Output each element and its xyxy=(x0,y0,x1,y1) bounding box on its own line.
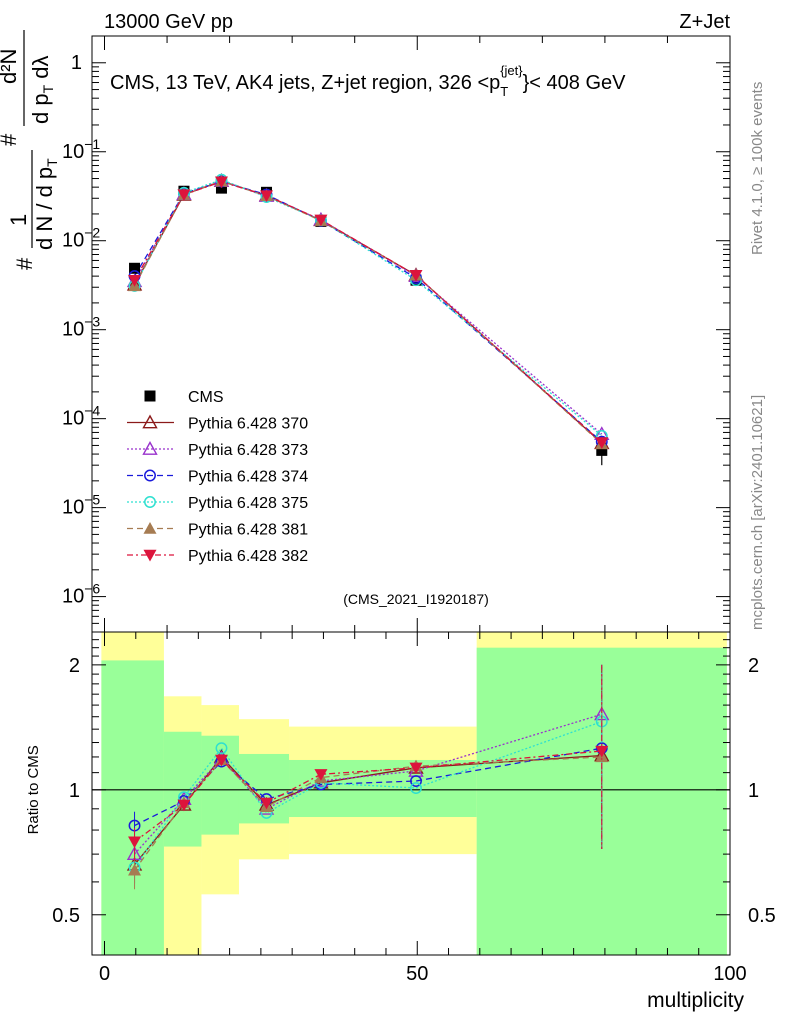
mcplots-label: mcplots.cern.ch [arXiv:2401.10621] xyxy=(749,395,766,630)
ratio-y-tick-label-right: 2 xyxy=(748,655,759,677)
legend-marker-3 xyxy=(144,496,156,508)
y-tick-label: 10−6 xyxy=(62,581,100,608)
title-superscript: {jet} xyxy=(500,63,523,78)
y-label-denominator: d N / d pT xyxy=(32,158,60,250)
x-tick-label: 100 xyxy=(713,963,746,985)
main-plot: 10−6 10−5 10−4 10−3 10−2 10−1 1 CMS, 13 TeV, AK… xyxy=(0,30,731,633)
y-tick-label: 10−1 xyxy=(62,136,100,163)
y-tick-exponent: −5 xyxy=(84,492,100,508)
uncertainty-band-inner xyxy=(238,753,290,824)
legend-label-4: Pythia 6.428 381 xyxy=(188,522,308,539)
ratio-y-tick-label: 0.5 xyxy=(52,905,80,927)
legend-marker-data xyxy=(144,390,156,402)
legend-marker-4 xyxy=(143,522,157,534)
y-tick-label: 1 xyxy=(71,52,82,74)
ratio-marker-3 xyxy=(215,742,228,755)
y-tick-label: 10−5 xyxy=(62,492,100,519)
series-marker-5 xyxy=(595,437,609,449)
ratio-marker-4 xyxy=(128,863,142,876)
x-axis-label: multiplicity xyxy=(647,989,744,1012)
uncertainty-band-inner xyxy=(101,660,164,955)
ratio-frame xyxy=(91,631,731,956)
ratio-marker-2 xyxy=(410,775,422,787)
ratio-y-tick-label: 2 xyxy=(69,655,80,677)
y-label-subscript: T xyxy=(44,158,60,167)
y-tick-exponent: −6 xyxy=(84,581,100,597)
legend-marker-2 xyxy=(144,469,156,482)
title-subscript: T xyxy=(500,84,508,99)
series-marker-5 xyxy=(128,274,142,287)
legend-label-5: Pythia 6.428 382 xyxy=(188,548,308,565)
legend-label-1: Pythia 6.428 373 xyxy=(188,442,308,459)
data-point xyxy=(129,262,141,274)
ratio-marker-3 xyxy=(410,782,422,794)
y-axis-label: #1d N / d pT # d²N d pT dλ xyxy=(0,30,60,270)
y-label-hash: # xyxy=(12,257,37,270)
y-label-hash2: # xyxy=(0,133,21,146)
ratio-marker-5 xyxy=(260,797,274,810)
process-label: Z+Jet xyxy=(679,11,730,33)
y-tick-exponent: −3 xyxy=(84,314,100,330)
y-tick-label: 10−2 xyxy=(62,225,100,252)
ratio-y-axis-label: Ratio to CMS xyxy=(25,745,42,834)
series-marker-5 xyxy=(214,176,228,189)
series-marker-5 xyxy=(314,214,328,227)
title-end: }< 408 GeV xyxy=(523,72,627,94)
y-tick-exponent: −2 xyxy=(84,225,100,241)
ratio-marker-5 xyxy=(409,762,423,775)
energy-label: 13000 GeV pp xyxy=(104,11,233,33)
chart-title: CMS, 13 TeV, AK4 jets, Z+jet region, 326… xyxy=(110,63,626,99)
ratio-y-tick-label: 1 xyxy=(69,780,80,802)
legend-marker-0 xyxy=(142,414,158,429)
legend-marker-1 xyxy=(142,441,158,455)
series-marker-5 xyxy=(409,269,423,282)
data-point xyxy=(596,444,608,456)
y-label-numerator: d²N xyxy=(0,49,21,84)
ratio-y-tick-label-right: 1 xyxy=(748,780,759,802)
y-label-one: 1 xyxy=(6,214,31,226)
main-frame xyxy=(91,35,731,633)
y-tick-label: 10−4 xyxy=(62,403,100,430)
x-tick-label: 0 xyxy=(99,963,110,985)
legend-label-data: CMS xyxy=(188,389,224,406)
legend-label-0: Pythia 6.428 370 xyxy=(188,416,308,433)
ratio-marker-5 xyxy=(128,836,142,849)
y-label-lambda: dλ xyxy=(28,55,53,84)
series-marker-5 xyxy=(260,190,274,203)
analysis-watermark: (CMS_2021_I1920187) xyxy=(343,591,489,607)
legend-label-3: Pythia 6.428 375 xyxy=(188,495,308,512)
ratio-marker-5 xyxy=(314,769,328,781)
y-tick-label: 10−3 xyxy=(62,314,100,341)
rivet-label: Rivet 4.1.0, ≥ 100k events xyxy=(749,82,766,255)
y-label-subscript2: T xyxy=(40,84,56,93)
ratio-marker-5 xyxy=(595,745,609,758)
legend-label-2: Pythia 6.428 374 xyxy=(188,469,308,486)
ratio-marker-5 xyxy=(177,799,191,812)
ratio-plot: 0.5 0.5 1 1 2 2 0 50 100 multiplicity Ratio to CMS xyxy=(25,631,776,1012)
y-label-denominator2: d pT dλ xyxy=(28,55,56,124)
y-tick-exponent: −4 xyxy=(84,403,100,419)
y-tick-exponent: −1 xyxy=(84,136,100,152)
series-marker-5 xyxy=(177,189,191,202)
ratio-y-tick-label-right: 0.5 xyxy=(748,905,776,927)
ratio-marker-5 xyxy=(214,754,228,767)
x-tick-label: 50 xyxy=(406,963,428,985)
legend-marker-5 xyxy=(143,549,157,562)
